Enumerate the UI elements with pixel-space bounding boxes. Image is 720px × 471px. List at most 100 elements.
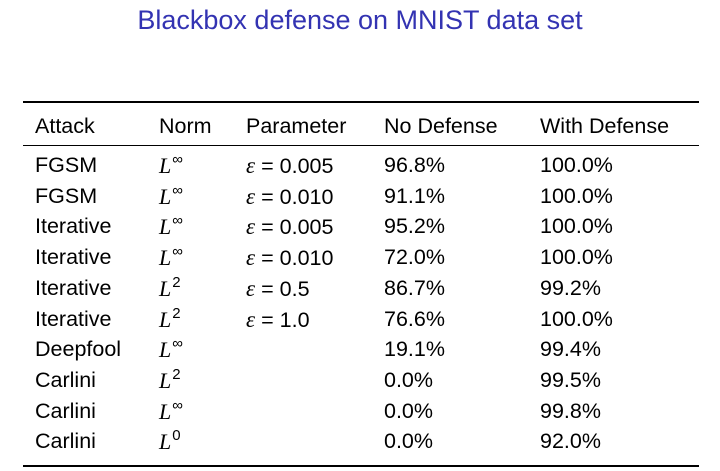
- norm-cell: L2: [159, 273, 181, 307]
- norm-cell: L2: [159, 304, 181, 338]
- slide-title: Blackbox defense on MNIST data set: [137, 5, 583, 35]
- no-defense-cell: 19.1%: [384, 337, 445, 362]
- norm-cell: L2: [159, 365, 181, 399]
- table-top-rule: [23, 101, 699, 103]
- norm-cell: L0: [159, 426, 181, 460]
- norm-cell: L∞: [159, 150, 183, 184]
- norm-exponent: 0: [172, 427, 181, 445]
- table-row: Iterative L2 ε = 0.5 86.7% 99.2%: [0, 273, 720, 304]
- epsilon-symbol: ε: [246, 275, 256, 301]
- with-defense-cell: 100.0%: [540, 153, 613, 177]
- with-defense-cell: 99.2%: [540, 275, 601, 300]
- norm-base: L: [159, 245, 172, 271]
- norm-cell: L∞: [159, 181, 183, 215]
- equals-sign: =: [261, 307, 274, 332]
- no-defense-cell: 91.1%: [384, 183, 445, 208]
- with-defense-cell: 99.4%: [540, 337, 601, 362]
- header-no-defense: No Defense: [384, 114, 498, 138]
- parameter-value: 1.0: [279, 307, 310, 332]
- with-defense-cell: 100.0%: [540, 183, 613, 208]
- norm-base: L: [159, 153, 172, 178]
- attack-cell: FGSM: [35, 183, 98, 208]
- table-row: Carlini L∞ 0.0% 99.8%: [0, 396, 720, 427]
- norm-cell: L∞: [159, 211, 183, 245]
- header-norm: Norm: [159, 114, 212, 138]
- parameter-cell: ε = 0.5: [246, 273, 310, 305]
- norm-exponent: ∞: [172, 243, 183, 261]
- parameter-value: 0.005: [279, 215, 334, 240]
- no-defense-cell: 0.0%: [384, 398, 434, 423]
- no-defense-cell: 0.0%: [384, 367, 434, 392]
- attack-cell: FGSM: [35, 153, 98, 177]
- parameter-value: 0.005: [279, 154, 334, 178]
- table-row: Deepfool L∞ 19.1% 99.4%: [0, 334, 720, 365]
- norm-base: L: [159, 214, 172, 240]
- attack-cell: Carlini: [35, 367, 96, 392]
- no-defense-cell: 0.0%: [384, 429, 434, 454]
- with-defense-cell: 99.8%: [540, 398, 601, 423]
- norm-base: L: [159, 183, 172, 209]
- norm-base: L: [159, 275, 172, 301]
- parameter-cell: ε = 0.005: [246, 211, 333, 243]
- table-header-rule: [23, 145, 699, 146]
- equals-sign: =: [261, 184, 274, 209]
- header-with-defense: With Defense: [540, 114, 670, 138]
- table-row: Iterative L∞ ε = 0.005 95.2% 100.0%: [0, 211, 720, 242]
- norm-cell: L∞: [159, 242, 183, 276]
- norm-exponent: 2: [172, 304, 181, 322]
- norm-base: L: [159, 306, 172, 332]
- no-defense-cell: 95.2%: [384, 214, 445, 239]
- table-bottom-rule: [23, 465, 699, 467]
- epsilon-symbol: ε: [246, 245, 256, 271]
- parameter-value: 0.5: [279, 276, 310, 301]
- attack-cell: Carlini: [35, 398, 96, 423]
- header-attack: Attack: [35, 114, 95, 138]
- attack-cell: Iterative: [35, 275, 112, 300]
- norm-exponent: 2: [172, 273, 181, 291]
- with-defense-cell: 100.0%: [540, 214, 613, 239]
- epsilon-symbol: ε: [246, 183, 256, 209]
- parameter-cell: ε = 0.010: [246, 181, 333, 213]
- attack-cell: Iterative: [35, 214, 112, 239]
- norm-base: L: [159, 367, 172, 393]
- epsilon-symbol: ε: [246, 306, 256, 332]
- parameter-cell: ε = 1.0: [246, 304, 310, 336]
- norm-base: L: [159, 398, 172, 424]
- with-defense-cell: 92.0%: [540, 429, 601, 454]
- no-defense-cell: 86.7%: [384, 275, 445, 300]
- norm-exponent: ∞: [172, 212, 183, 230]
- attack-cell: Iterative: [35, 306, 112, 331]
- parameter-cell: ε = 0.005: [246, 150, 333, 182]
- equals-sign: =: [261, 215, 274, 240]
- norm-exponent: 2: [172, 365, 181, 383]
- parameter-cell: ε = 0.010: [246, 242, 333, 274]
- with-defense-cell: 100.0%: [540, 306, 613, 331]
- parameter-value: 0.010: [279, 246, 334, 271]
- norm-cell: L∞: [159, 334, 183, 368]
- with-defense-cell: 100.0%: [540, 245, 613, 270]
- no-defense-cell: 72.0%: [384, 245, 445, 270]
- norm-cell: L∞: [159, 396, 183, 430]
- table-row: Iterative L2 ε = 1.0 76.6% 100.0%: [0, 304, 720, 335]
- norm-exponent: ∞: [172, 396, 183, 414]
- norm-exponent: ∞: [172, 335, 183, 353]
- no-defense-cell: 76.6%: [384, 306, 445, 331]
- table-row: Carlini L0 0.0% 92.0%: [0, 426, 720, 457]
- epsilon-symbol: ε: [246, 153, 256, 178]
- norm-base: L: [159, 429, 172, 455]
- table-row: Iterative L∞ ε = 0.010 72.0% 100.0%: [0, 242, 720, 273]
- equals-sign: =: [261, 154, 274, 178]
- attack-cell: Carlini: [35, 429, 96, 454]
- table-row: FGSM L∞ ε = 0.005 96.8% 100.0%: [0, 150, 720, 181]
- norm-exponent: ∞: [172, 181, 183, 199]
- table-row: Carlini L2 0.0% 99.5%: [0, 365, 720, 396]
- equals-sign: =: [261, 276, 274, 301]
- norm-base: L: [159, 337, 172, 363]
- epsilon-symbol: ε: [246, 214, 256, 240]
- parameter-value: 0.010: [279, 184, 334, 209]
- table-row: FGSM L∞ ε = 0.010 91.1% 100.0%: [0, 181, 720, 212]
- with-defense-cell: 99.5%: [540, 367, 601, 392]
- table-header: Attack Norm Parameter No Defense With De…: [0, 111, 720, 142]
- norm-exponent: ∞: [172, 151, 183, 168]
- attack-cell: Deepfool: [35, 337, 122, 362]
